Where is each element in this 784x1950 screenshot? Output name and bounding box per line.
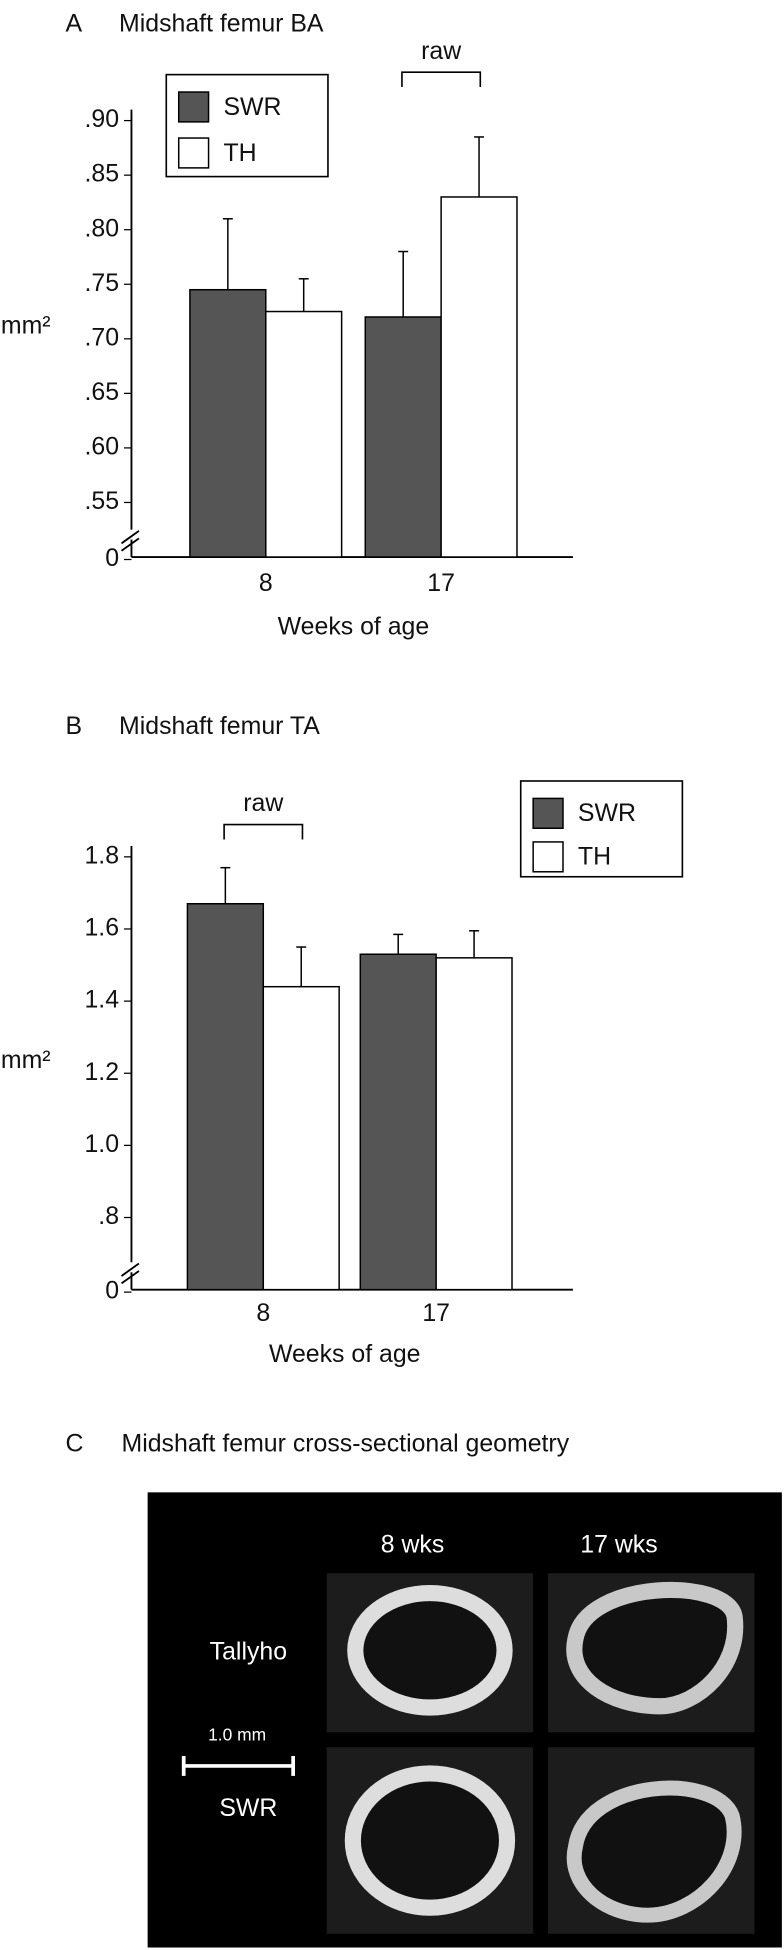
- cross-section: [548, 1573, 755, 1733]
- legend-swatch: [532, 797, 564, 829]
- annotation: raw: [421, 37, 462, 65]
- chart-title: Midshaft femur BA: [119, 9, 324, 37]
- y-tick-label: .80: [84, 214, 119, 242]
- legend-label: SWR: [578, 799, 636, 827]
- row-label: SWR: [219, 1794, 277, 1822]
- legend-label: TH: [223, 139, 256, 167]
- y-tick-label: 1.0: [84, 1130, 119, 1158]
- y-tick-label: .55: [84, 487, 119, 515]
- axis-break: [120, 1262, 140, 1277]
- bar: [364, 316, 442, 558]
- panel-label: C: [66, 1430, 84, 1458]
- y-tick-label: .65: [84, 378, 119, 406]
- bar: [440, 196, 518, 558]
- legend-label: SWR: [223, 93, 281, 121]
- panel-label: A: [66, 9, 83, 37]
- annotation: raw: [243, 789, 284, 817]
- axis-break: [120, 1270, 140, 1285]
- y-tick-label: .70: [84, 323, 119, 351]
- legend-swatch: [177, 91, 210, 123]
- annotation-bracket: [223, 823, 304, 840]
- y-tick-label: .90: [84, 105, 119, 133]
- column-label: 17 wks: [580, 1530, 657, 1558]
- scale-bar: [181, 1755, 295, 1776]
- x-tick-label: 17: [422, 1299, 450, 1327]
- y-tick-label: 0: [105, 544, 119, 572]
- y-axis-label: mm²: [1, 312, 51, 340]
- panel-title: Midshaft femur cross-sectional geometry: [122, 1430, 570, 1458]
- bar: [186, 902, 265, 1291]
- bar: [262, 985, 340, 1291]
- annotation-bracket: [401, 71, 482, 88]
- axis-break: [120, 530, 140, 545]
- y-axis-label: mm²: [1, 1046, 51, 1074]
- micro-ct-panel: 8 wks 17 wks Tallyho SWR 1.0 mm: [147, 1492, 782, 1948]
- bar: [435, 957, 513, 1291]
- y-tick-label: 1.8: [84, 841, 119, 869]
- x-axis-label: Weeks of age: [278, 613, 430, 641]
- bar: [265, 310, 343, 558]
- y-tick-label: .8: [98, 1202, 119, 1230]
- y-tick-label: .75: [84, 269, 119, 297]
- cross-section: [548, 1747, 755, 1934]
- legend-label: TH: [578, 843, 611, 871]
- axis-break-gap: [121, 529, 142, 540]
- cross-section: [326, 1573, 534, 1733]
- cross-section: [326, 1747, 534, 1934]
- panel-label: B: [66, 712, 83, 740]
- bar: [359, 953, 437, 1291]
- y-tick-label: 1.6: [84, 914, 119, 942]
- legend-swatch: [532, 841, 564, 873]
- x-axis-label: Weeks of age: [269, 1340, 421, 1368]
- axis-break: [120, 537, 140, 552]
- x-tick-label: 17: [427, 569, 455, 597]
- y-tick-label: .60: [84, 432, 119, 460]
- bar: [189, 288, 267, 558]
- column-label: 8 wks: [381, 1530, 445, 1558]
- chart-title: Midshaft femur TA: [119, 712, 320, 740]
- x-tick-label: 8: [256, 1299, 270, 1327]
- legend-swatch: [177, 137, 210, 169]
- row-label: Tallyho: [210, 1637, 287, 1665]
- y-tick-label: 1.4: [84, 986, 119, 1014]
- x-tick-label: 8: [259, 569, 273, 597]
- axis-break-gap: [121, 1262, 142, 1273]
- y-tick-label: 0: [105, 1277, 119, 1305]
- y-tick-label: 1.2: [84, 1058, 119, 1086]
- y-tick-label: .85: [84, 160, 119, 188]
- scale-bar-label: 1.0 mm: [208, 1725, 266, 1745]
